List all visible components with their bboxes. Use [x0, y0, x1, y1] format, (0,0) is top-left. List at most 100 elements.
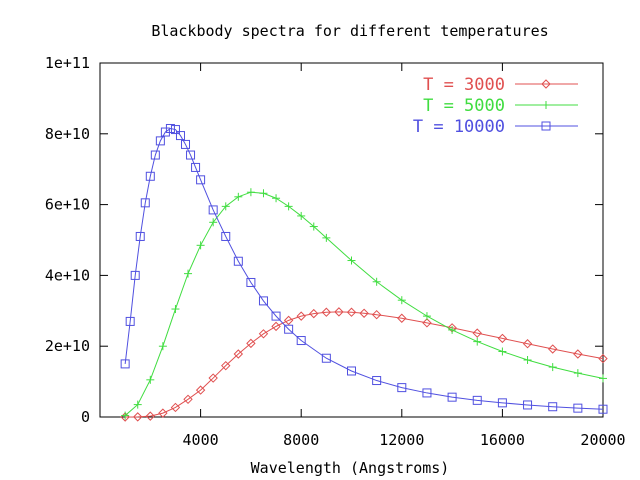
data-point	[573, 369, 582, 378]
data-point	[359, 308, 369, 318]
data-point	[598, 353, 608, 364]
data-point	[296, 311, 306, 321]
data-point	[371, 309, 382, 320]
data-point	[155, 136, 165, 146]
data-point	[183, 394, 193, 405]
data-point	[221, 360, 231, 371]
legend-marker	[541, 79, 551, 89]
data-point	[208, 373, 218, 383]
legend-label: T = 10000	[413, 117, 505, 137]
data-point	[372, 277, 381, 286]
data-point	[309, 222, 318, 231]
data-point	[121, 411, 130, 420]
data-point	[258, 329, 269, 339]
y-tick-label: 6e+10	[45, 196, 90, 214]
series-2	[121, 188, 607, 420]
data-point	[422, 318, 432, 328]
data-point	[573, 403, 583, 413]
data-point	[598, 404, 608, 414]
legend-label: T = 5000	[423, 96, 505, 116]
y-tick-label: 0	[81, 408, 90, 426]
x-tick-label: 20000	[580, 431, 625, 449]
data-point	[271, 311, 281, 321]
data-point	[334, 307, 344, 317]
data-point	[133, 412, 143, 422]
y-axis-ticks: 0 2e+10 4e+10 6e+10 8e+10 1e+11	[45, 54, 603, 426]
chart-title: Blackbody spectra for different temperat…	[151, 22, 548, 40]
data-point	[170, 125, 180, 135]
y-tick-label: 4e+10	[45, 266, 90, 284]
data-point	[497, 398, 507, 408]
data-point	[523, 400, 533, 410]
data-point	[573, 349, 583, 359]
data-point	[146, 375, 155, 384]
legend-marker	[542, 101, 550, 109]
data-point	[498, 347, 507, 356]
data-point	[158, 408, 168, 418]
data-point	[397, 313, 407, 323]
data-point	[322, 233, 331, 242]
data-point	[284, 324, 294, 334]
data-point	[233, 349, 244, 359]
data-point	[472, 328, 482, 338]
data-point	[297, 211, 306, 220]
series-layer	[120, 123, 608, 422]
legend-label: T = 3000	[423, 75, 505, 95]
data-point	[150, 150, 160, 160]
data-point	[186, 150, 196, 160]
data-point	[234, 192, 243, 201]
data-point	[258, 296, 268, 306]
data-point	[347, 366, 356, 376]
data-point	[548, 363, 557, 372]
data-point	[125, 316, 135, 326]
plot-frame	[99, 62, 604, 418]
data-point	[191, 162, 201, 172]
data-point	[133, 400, 142, 409]
data-point	[171, 305, 180, 314]
data-point	[181, 139, 191, 149]
data-point	[221, 231, 231, 241]
data-point	[321, 307, 332, 317]
data-point	[548, 402, 558, 412]
data-point	[497, 333, 508, 344]
data-point	[233, 256, 243, 266]
data-point	[346, 307, 357, 317]
data-point	[145, 411, 156, 421]
y-tick-label: 1e+11	[45, 54, 90, 72]
data-point	[547, 344, 558, 354]
data-point	[296, 336, 306, 346]
data-point	[135, 231, 145, 241]
data-point	[448, 325, 457, 334]
data-point	[599, 374, 607, 383]
data-point	[208, 205, 218, 215]
data-point	[422, 312, 431, 321]
x-tick-label: 12000	[379, 431, 424, 449]
series-line	[124, 127, 604, 410]
data-point	[140, 198, 150, 208]
x-axis-label: Wavelength (Angstroms)	[251, 459, 450, 477]
data-point	[522, 339, 533, 349]
data-point	[196, 241, 205, 250]
data-point	[246, 338, 256, 349]
x-tick-label: 16000	[480, 431, 525, 449]
data-point	[175, 131, 185, 141]
x-tick-label: 8000	[283, 431, 319, 449]
series-line	[124, 191, 604, 416]
x-tick-label: 4000	[183, 431, 219, 449]
y-tick-label: 8e+10	[45, 125, 90, 143]
x-axis-ticks: 4000 8000 12000 16000 20000	[183, 63, 626, 449]
data-point	[196, 175, 206, 185]
data-point	[145, 171, 155, 181]
data-point	[372, 376, 382, 386]
data-point	[246, 277, 256, 287]
data-point	[397, 296, 406, 305]
data-point	[397, 383, 407, 393]
data-point	[347, 256, 356, 265]
series-3	[120, 123, 608, 414]
data-point	[130, 270, 140, 280]
data-point	[184, 269, 193, 278]
data-point	[170, 402, 181, 413]
data-point	[209, 218, 218, 227]
